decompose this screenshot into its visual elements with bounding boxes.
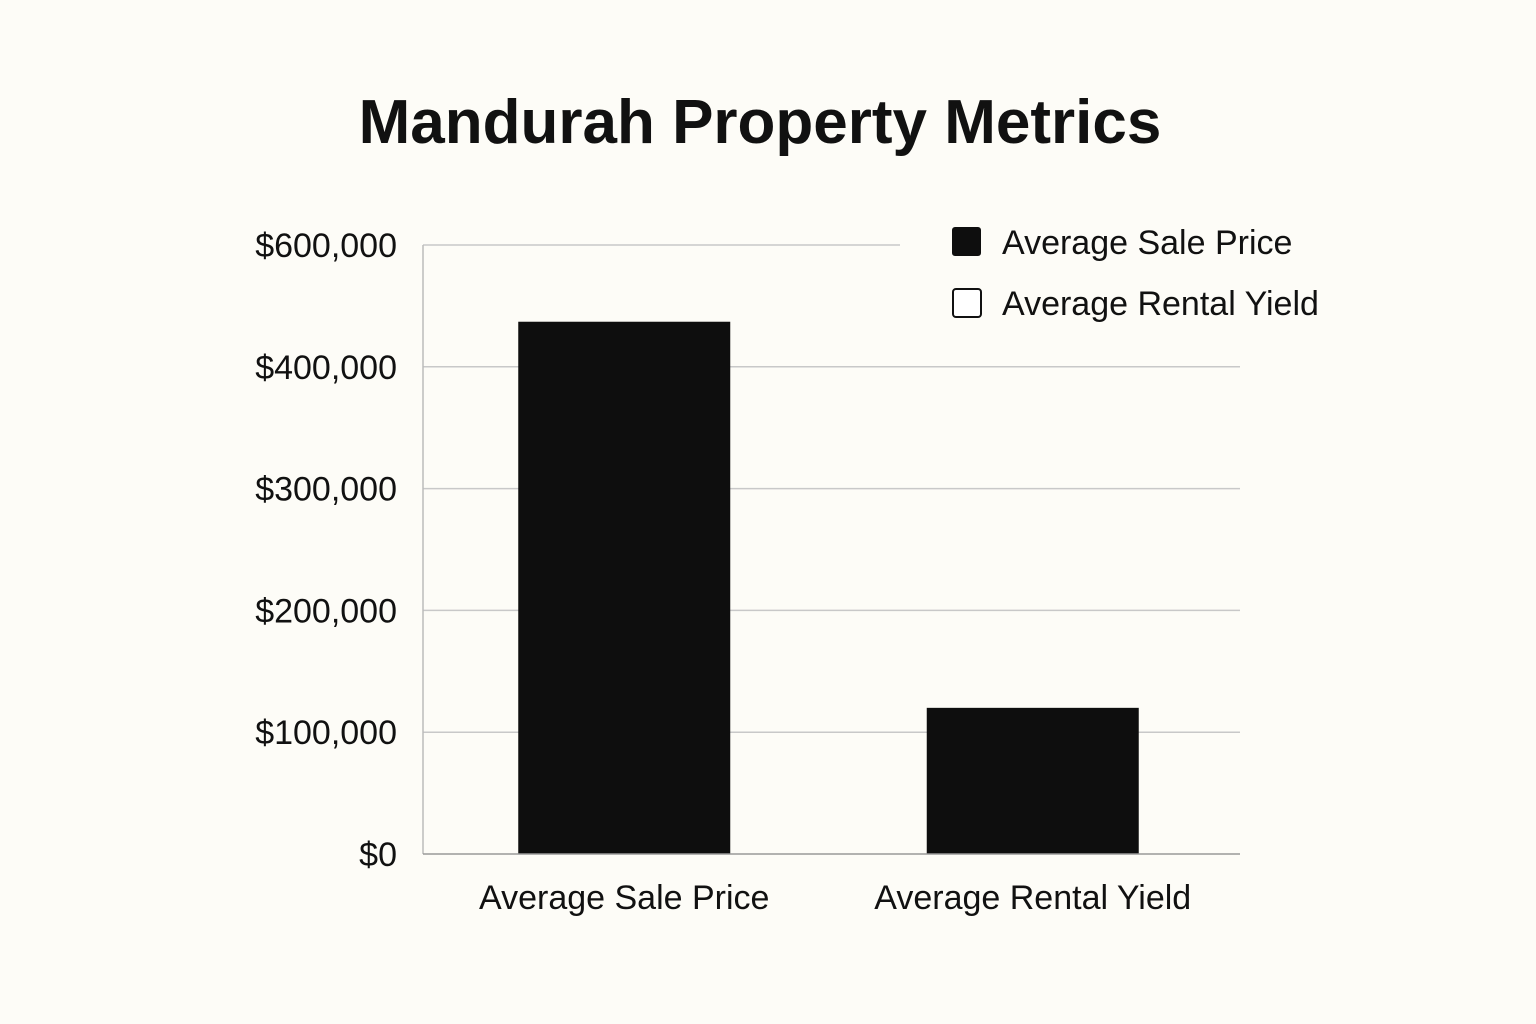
x-axis-labels: Average Sale Price Average Rental Yield: [479, 879, 1191, 917]
y-tick-label: $200,000: [255, 592, 397, 630]
bars: [518, 321, 1139, 854]
legend-label-sale-price: Average Sale Price: [1002, 224, 1292, 262]
bar: [518, 321, 731, 854]
legend-swatch-sale-price: [952, 227, 981, 256]
x-tick-label: Average Sale Price: [479, 879, 769, 917]
chart-title: Mandurah Property Metrics: [359, 88, 1162, 157]
legend: Average Sale Price Average Rental Yield: [952, 224, 1319, 323]
legend-label-rental-yield: Average Rental Yield: [1002, 285, 1319, 323]
legend-swatch-rental-yield: [952, 288, 982, 318]
y-tick-label: $400,000: [255, 349, 397, 387]
y-tick-label: $300,000: [255, 471, 397, 509]
x-tick-label: Average Rental Yield: [874, 879, 1191, 917]
bar: [926, 707, 1139, 854]
y-tick-label: $100,000: [255, 714, 397, 752]
y-axis-ticks: $0 $100,000 $200,000 $300,000 $400,000 $600,0…: [255, 227, 397, 874]
y-tick-label: $0: [359, 836, 397, 874]
y-tick-label: $600,000: [255, 227, 397, 265]
